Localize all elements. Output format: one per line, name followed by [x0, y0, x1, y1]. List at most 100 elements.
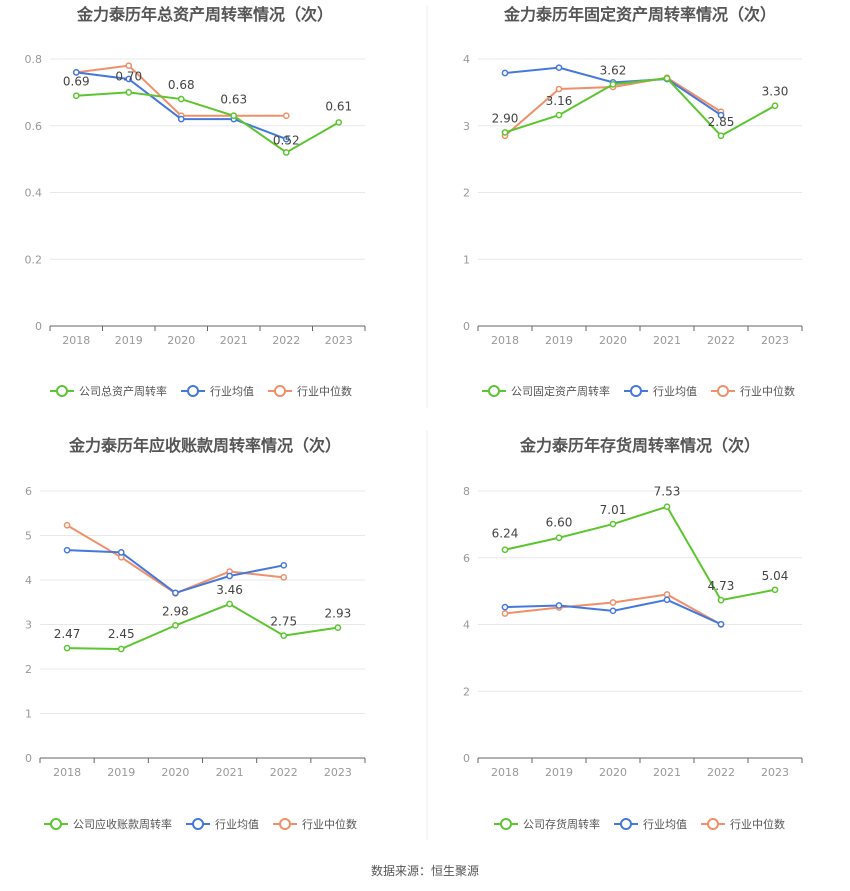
data-point-company	[663, 75, 671, 82]
data-label: 7.53	[654, 485, 681, 499]
y-tick-label: 2	[463, 187, 470, 200]
data-label: 3.16	[546, 94, 573, 108]
y-tick-label: 0	[35, 320, 42, 333]
legend-label: 行业均值	[215, 818, 259, 831]
x-tick-label: 2022	[270, 766, 298, 779]
y-tick-label: 0.6	[25, 120, 43, 133]
chart-1: 金力泰历年总资产周转率情况（次） 0 0.2 0.4 0.6 0.8 2018 2019 202…	[25, 5, 366, 398]
y-tick-label: 0.2	[25, 253, 43, 266]
legend-swatch-marker	[707, 818, 719, 830]
data-point-avg	[609, 607, 617, 615]
x-tick-label: 2018	[491, 334, 519, 347]
x-tick-label: 2021	[216, 766, 244, 779]
legend-item-median: 行业中位数	[711, 384, 795, 398]
y-tick-label: 1	[25, 708, 32, 721]
y-tick-label: 2	[25, 663, 32, 676]
data-label: 2.47	[54, 627, 81, 641]
x-tick-label: 2019	[115, 334, 143, 347]
y-tick-label: 0	[463, 752, 470, 765]
series-line-company	[504, 505, 776, 602]
data-label: 3.30	[762, 85, 789, 99]
x-tick-label: 2023	[761, 766, 789, 779]
legend-swatch-marker	[620, 818, 632, 830]
data-point-company	[282, 149, 290, 156]
data-point-company	[771, 586, 779, 594]
data-point-company	[555, 111, 563, 119]
chart-3: 金力泰历年应收账款周转率情况（次） 0 1 2 3 4 5 6 2018 2019 2020 2021…	[25, 436, 366, 831]
legend-item-avg: 行业均值	[181, 385, 254, 398]
legend-swatch-marker	[56, 385, 68, 397]
legend-swatch-marker	[717, 385, 729, 397]
data-label: 2.85	[708, 115, 735, 129]
x-tick-label: 2023	[325, 334, 353, 347]
y-tick-label: 0.8	[25, 53, 43, 66]
y-tick-label: 3	[463, 120, 470, 133]
y-tick-label: 5	[25, 530, 32, 543]
series-line-company	[504, 77, 776, 138]
data-label: 2.98	[162, 604, 189, 618]
legend-item-median: 行业中位数	[701, 817, 785, 831]
legend-swatch-marker	[488, 385, 500, 397]
data-point-company	[117, 645, 125, 653]
x-tick-label: 2019	[545, 334, 573, 347]
data-point-company	[125, 89, 133, 96]
data-point-avg	[125, 75, 133, 83]
legend-swatch-marker	[279, 818, 291, 830]
legend-item-company: 公司总资产周转率	[50, 384, 167, 398]
legend-label: 行业中位数	[740, 384, 795, 398]
data-point-company	[335, 119, 343, 126]
x-tick-label: 2023	[324, 766, 352, 779]
data-point-median	[663, 591, 671, 598]
legend-label: 公司应收账款周转率	[73, 817, 172, 831]
x-tick-label: 2018	[62, 334, 90, 347]
data-label: 3.46	[216, 583, 243, 597]
legend-item-company: 公司应收账款周转率	[44, 817, 172, 831]
data-point-median	[555, 85, 563, 93]
data-point-avg	[717, 111, 725, 119]
x-tick-label: 2020	[161, 766, 189, 779]
data-point-median	[609, 599, 617, 606]
y-tick-label: 0.4	[25, 187, 43, 200]
x-tick-label: 2022	[272, 334, 300, 347]
data-point-company	[501, 546, 509, 554]
chart-title: 金力泰历年应收账款周转率情况（次）	[68, 436, 341, 455]
legend-label: 行业中位数	[297, 384, 352, 398]
x-tick-label: 2022	[707, 766, 735, 779]
data-point-company	[663, 503, 671, 511]
y-tick-label: 6	[463, 552, 470, 565]
y-tick-label: 8	[463, 485, 470, 498]
x-tick-label: 2018	[53, 766, 81, 779]
data-point-company	[771, 102, 779, 110]
data-point-company	[72, 92, 80, 100]
y-tick-label: 3	[25, 619, 32, 632]
legend-label: 行业中位数	[730, 817, 785, 831]
legend-swatch-marker	[274, 385, 286, 397]
x-tick-label: 2019	[545, 766, 573, 779]
data-source-footer: 数据来源：恒生聚源	[370, 864, 479, 878]
data-label: 0.69	[63, 75, 90, 89]
data-label: 0.52	[273, 133, 300, 147]
data-point-median	[280, 573, 288, 581]
data-point-company	[177, 95, 185, 103]
chart-title: 金力泰历年存货周转率情况（次）	[519, 436, 760, 455]
data-point-avg	[663, 596, 671, 604]
data-label: 0.70	[115, 69, 142, 83]
y-tick-label: 6	[25, 485, 32, 498]
data-point-company	[717, 596, 725, 604]
legend-swatch-marker	[630, 385, 642, 397]
x-tick-label: 2020	[167, 334, 195, 347]
x-tick-label: 2021	[653, 334, 681, 347]
x-tick-label: 2019	[107, 766, 135, 779]
legend-item-avg: 行业均值	[186, 818, 259, 831]
data-point-avg	[280, 561, 288, 569]
legend-item-median: 行业中位数	[268, 384, 352, 398]
data-label: 2.90	[492, 111, 519, 125]
legend-item-avg: 行业均值	[614, 818, 687, 831]
legend-item-median: 行业中位数	[273, 817, 357, 831]
series-line-avg	[67, 549, 284, 595]
legend-label: 行业均值	[210, 385, 254, 398]
data-point-median	[63, 521, 71, 529]
data-point-median	[125, 62, 133, 70]
data-point-company	[230, 112, 238, 120]
data-point-avg	[282, 135, 290, 143]
